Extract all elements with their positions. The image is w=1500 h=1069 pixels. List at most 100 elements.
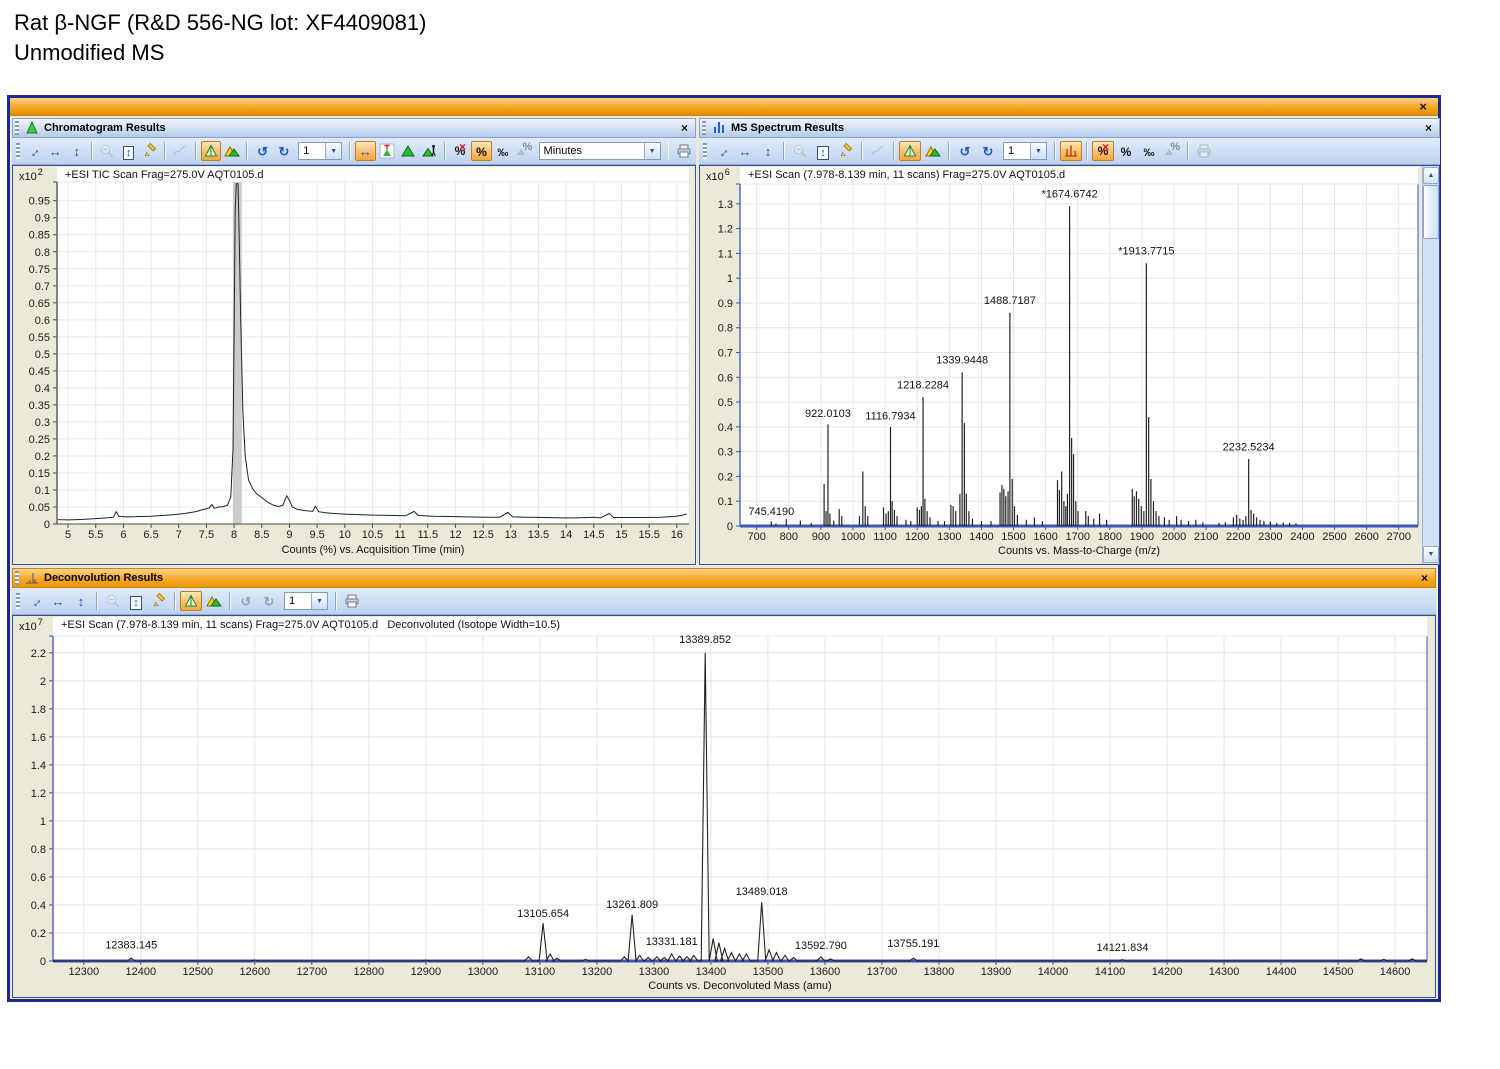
undo-button[interactable]: ↺	[235, 591, 257, 611]
svg-text:14100: 14100	[1095, 966, 1126, 978]
print-button[interactable]	[1193, 141, 1215, 161]
undo-button[interactable]: ↺	[954, 141, 976, 161]
autoscale-xy-button[interactable]	[203, 591, 225, 611]
x-axis-units-select[interactable]: Minutes ▼	[538, 142, 661, 160]
resize-horizontal-button[interactable]: ↔	[47, 591, 69, 611]
expand-horizontal-icon: ↔	[738, 143, 752, 159]
percent-off-icon: % ×	[454, 140, 467, 158]
curve-select-button[interactable]	[170, 141, 190, 161]
chevron-down-icon[interactable]: ▼	[643, 143, 660, 159]
chevron-down-icon[interactable]: ▼	[311, 593, 327, 609]
spectrum-peaks-button[interactable]	[1060, 141, 1082, 161]
scroll-up-icon[interactable]: ▲	[1423, 167, 1439, 184]
undo-button[interactable]: ↺	[252, 141, 272, 161]
window-titlebar[interactable]: ×	[10, 98, 1438, 116]
percent-peak-icon: %	[1164, 141, 1180, 161]
adjust-scale-button[interactable]	[148, 591, 170, 611]
scroll-down-icon[interactable]: ▼	[1423, 546, 1439, 563]
autoscale-xy-button[interactable]	[222, 141, 242, 161]
redo-button[interactable]: ↻	[258, 591, 280, 611]
resize-both-button[interactable]: ↔	[24, 141, 44, 161]
autoscale-y-button[interactable]	[899, 141, 921, 161]
peak-marker-icon	[379, 143, 395, 159]
redo-button[interactable]: ↻	[977, 141, 999, 161]
svg-text:9: 9	[286, 529, 292, 541]
chevron-down-icon[interactable]: ▼	[1030, 143, 1046, 159]
percent-icon: %	[476, 144, 487, 159]
deconvolution-panel: Deconvolution Results × ↔ ↔ ↕ ↕ ↺ ↻ 1 ▼ 12300 12…	[12, 568, 1436, 998]
autoscale-xy-icon	[224, 143, 241, 159]
autoscale-y-button[interactable]	[180, 591, 202, 611]
resize-both-button[interactable]: ↔	[24, 591, 46, 611]
peak-marker-button[interactable]	[377, 141, 397, 161]
svg-text:13755.191: 13755.191	[887, 938, 939, 950]
autoscale-y-button[interactable]	[200, 141, 221, 161]
svg-text:14: 14	[560, 529, 572, 541]
show-percent-labels-button[interactable]: %	[1115, 141, 1137, 161]
chromatogram-titlebar[interactable]: Chromatogram Results ×	[12, 118, 696, 138]
chromatogram-plot[interactable]: 5 5.5 6 6.5 7 7.5 8 8.5 9 9.5 10 10.5 11 11.5 12 12.5 13…	[13, 166, 695, 565]
adjust-scale-button[interactable]	[140, 141, 160, 161]
fill-peaks-button[interactable]	[398, 141, 418, 161]
svg-text:*1674.6742: *1674.6742	[1041, 189, 1097, 201]
print-button[interactable]	[341, 591, 363, 611]
svg-text:13400: 13400	[696, 966, 727, 978]
adjust-scale-button[interactable]	[835, 141, 857, 161]
svg-text:1000: 1000	[841, 531, 865, 543]
autoscale-xy-button[interactable]	[922, 141, 944, 161]
curve-select-button[interactable]	[867, 141, 889, 161]
toolbar-separator	[861, 142, 863, 160]
deconvolution-plot[interactable]: 12300 12400 12500 12600 12700 12800 12900 13000…	[13, 616, 1436, 998]
fit-y-axis-button[interactable]: ↕	[125, 591, 147, 611]
toolbar-separator	[349, 142, 352, 160]
x-axis-units-value: Minutes	[543, 145, 583, 157]
percent-peak-button[interactable]: %	[1161, 141, 1183, 161]
link-x-axes-button[interactable]: ↔	[355, 141, 376, 161]
zoom-out-button[interactable]	[102, 591, 124, 611]
history-index-spinner[interactable]: 1 ▼	[284, 592, 328, 610]
svg-text:1488.7187: 1488.7187	[984, 295, 1036, 307]
resize-both-button[interactable]: ↔	[711, 141, 733, 161]
svg-text:1200: 1200	[905, 531, 929, 543]
ms-spectrum-close-button[interactable]: ×	[1424, 121, 1432, 135]
resize-horizontal-button[interactable]: ↔	[734, 141, 756, 161]
deconvolution-close-button[interactable]: ×	[1420, 571, 1428, 585]
chromatogram-close-button[interactable]: ×	[680, 121, 688, 135]
deconvolution-titlebar[interactable]: Deconvolution Results ×	[12, 568, 1436, 588]
peak-fill-icon	[400, 143, 416, 159]
history-index-spinner[interactable]: 1 ▼	[1003, 142, 1047, 160]
svg-text:14400: 14400	[1266, 966, 1297, 978]
svg-text:1.4: 1.4	[31, 760, 46, 772]
window-close-button[interactable]: ×	[1419, 99, 1427, 114]
svg-text:12383.145: 12383.145	[105, 939, 157, 951]
resize-vertical-button[interactable]: ↕	[757, 141, 779, 161]
fit-y-axis-button[interactable]: ↕	[812, 141, 834, 161]
print-button[interactable]	[673, 141, 693, 161]
scrollbar-thumb[interactable]	[1423, 185, 1439, 239]
ms-spectrum-titlebar[interactable]: MS Spectrum Results ×	[699, 118, 1440, 138]
fit-y-axis-button[interactable]: ↕	[118, 141, 138, 161]
redo-button[interactable]: ↻	[274, 141, 294, 161]
percent-peak-button[interactable]: %	[514, 141, 534, 161]
resize-vertical-button[interactable]: ↕	[67, 141, 87, 161]
svg-text:1600: 1600	[1033, 531, 1057, 543]
zoom-out-button[interactable]	[789, 141, 811, 161]
resize-horizontal-button[interactable]: ↔	[45, 141, 65, 161]
resize-vertical-button[interactable]: ↕	[70, 591, 92, 611]
ms-spectrum-plot[interactable]: 700 800 900 1000 1100 1200 1300 1400 1500 1600 170…	[700, 166, 1422, 565]
zoom-out-button[interactable]	[97, 141, 117, 161]
chevron-down-icon[interactable]: ▼	[325, 143, 342, 159]
percent-of-base-button[interactable]: ‰	[1138, 141, 1160, 161]
vertical-scrollbar[interactable]: ▲ ▼	[1422, 166, 1439, 564]
history-index-spinner[interactable]: 1 ▼	[298, 142, 343, 160]
walk-peaks-button[interactable]	[419, 141, 439, 161]
hide-percent-labels-button[interactable]: % ×	[450, 140, 470, 161]
svg-text:0.7: 0.7	[718, 348, 733, 360]
svg-text:14.5: 14.5	[583, 529, 604, 541]
percent-of-base-button[interactable]: ‰	[493, 141, 513, 161]
svg-text:13: 13	[505, 529, 517, 541]
hide-percent-labels-button[interactable]: % ×	[1092, 140, 1114, 161]
show-percent-labels-button[interactable]: %	[471, 141, 492, 161]
toolbar-separator	[1187, 142, 1189, 160]
autoscale-y-icon	[902, 143, 918, 159]
